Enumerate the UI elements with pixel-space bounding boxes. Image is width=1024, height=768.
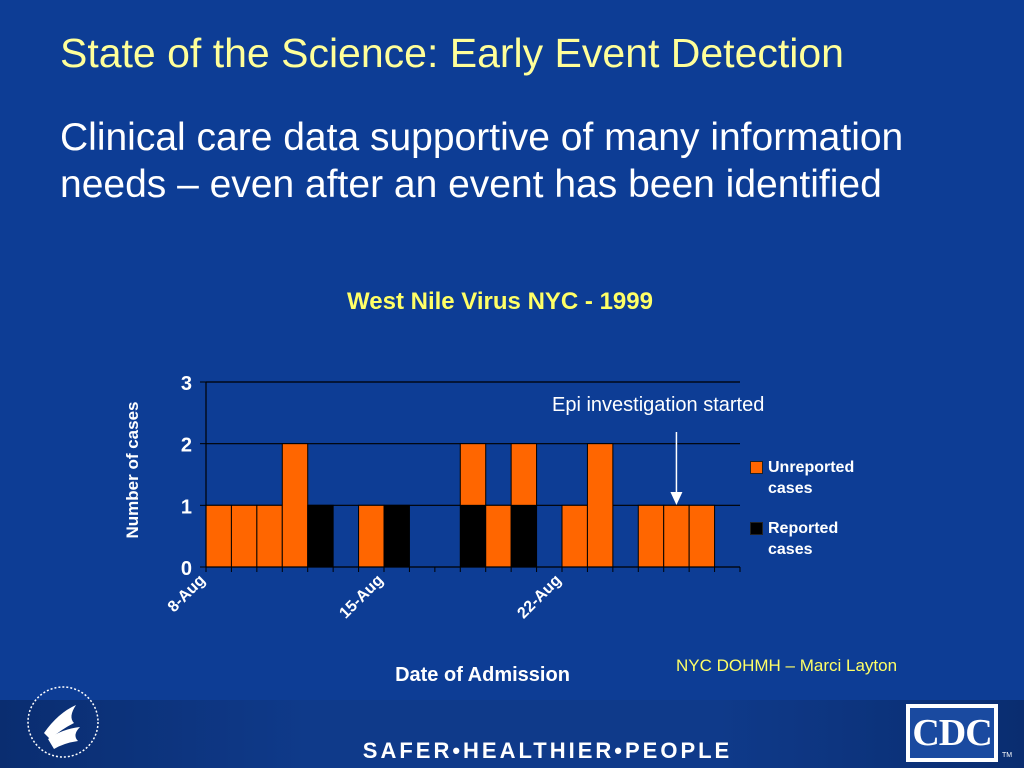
bar-reported (459, 504, 487, 568)
x-tick-label: 15-Aug (336, 572, 386, 622)
bar-unreported (586, 443, 614, 568)
bar-unreported (637, 504, 665, 568)
legend-item-unreported: Unreported cases (750, 457, 880, 501)
legend-swatch-reported (750, 522, 763, 535)
bar-unreported (205, 504, 232, 568)
hhs-seal-icon (27, 686, 99, 758)
bar-reported (307, 504, 334, 568)
footer-slogan: SAFER•HEALTHIER•PEOPLE (362, 738, 733, 763)
bar-unreported (688, 504, 716, 568)
y-tick-label: 3 (181, 373, 192, 395)
bar-unreported (485, 504, 512, 568)
bar-unreported (281, 443, 309, 568)
y-tick-label: 0 (181, 558, 192, 580)
legend-label-reported: Reported cases (768, 520, 839, 558)
bar-unreported (561, 504, 588, 568)
credit-text: NYC DOHMH – Marci Layton (676, 656, 898, 675)
bar-unreported (358, 504, 385, 568)
x-tick-label: 22-Aug (514, 572, 564, 622)
y-tick-label: 2 (181, 435, 192, 457)
cdc-logo: CDC (906, 704, 998, 762)
chart-title: West Nile Virus NYC - 1999 (347, 288, 653, 315)
legend-swatch-unreported (750, 461, 763, 474)
bar-reported (383, 504, 410, 568)
footer-band (0, 700, 1024, 768)
y-tick-label: 1 (181, 496, 192, 518)
bar-unreported (510, 443, 538, 506)
bar-unreported (459, 443, 487, 506)
bar-unreported (230, 504, 258, 568)
trademark-mark: TM (1002, 752, 1013, 759)
bar-unreported (256, 504, 283, 568)
bar-reported (510, 504, 538, 568)
legend-item-reported: Reported cases (750, 518, 880, 562)
annotation-label: Epi investigation started (552, 394, 765, 416)
bar-unreported (663, 504, 690, 568)
x-axis-title: Date of Admission (395, 664, 570, 686)
cdc-logo-text: CDC (910, 708, 994, 758)
legend-label-unreported: Unreported cases (768, 459, 855, 497)
annotation-arrow-head (670, 492, 683, 505)
y-axis-title: Number of cases (123, 402, 142, 539)
slide-title: State of the Science: Early Event Detect… (60, 30, 844, 76)
bullet-text: Clinical care data supportive of many in… (60, 116, 904, 206)
